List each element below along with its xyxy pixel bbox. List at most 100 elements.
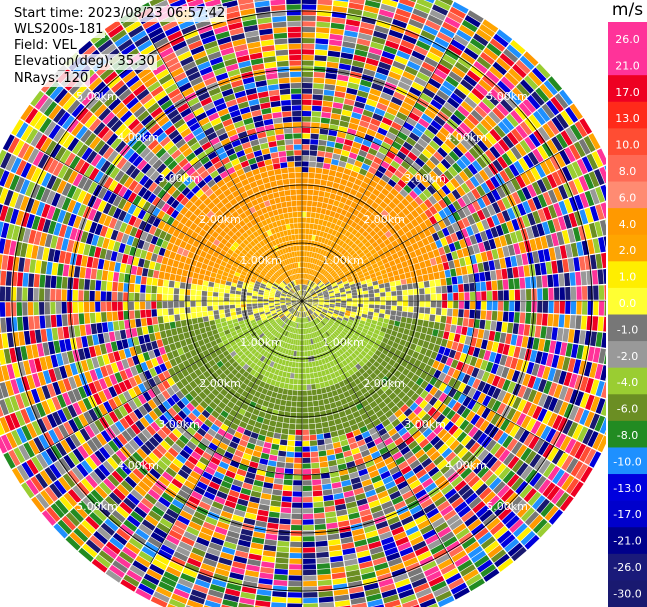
velocity-gate — [349, 0, 365, 5]
velocity-gate — [332, 577, 347, 585]
velocity-gate — [362, 328, 369, 334]
velocity-gate — [604, 431, 606, 435]
velocity-gate — [350, 170, 359, 178]
velocity-gate — [542, 191, 553, 206]
velocity-gate — [341, 242, 348, 249]
velocity-gate — [363, 325, 370, 331]
velocity-gate — [592, 347, 601, 363]
velocity-gate — [442, 80, 456, 92]
velocity-gate — [563, 403, 574, 419]
velocity-gate — [303, 536, 315, 542]
velocity-gate — [424, 259, 432, 268]
velocity-gate — [276, 461, 285, 468]
velocity-gate — [537, 379, 547, 393]
velocity-gate — [323, 398, 330, 405]
velocity-gate — [417, 275, 424, 283]
velocity-gate — [480, 359, 489, 371]
velocity-gate — [302, 32, 315, 38]
velocity-gate — [315, 265, 320, 271]
velocity-gate — [341, 330, 347, 336]
velocity-gate — [312, 246, 317, 253]
velocity-gate — [315, 247, 319, 253]
velocity-gate — [583, 173, 595, 190]
velocity-gate — [317, 151, 325, 157]
velocity-gate — [338, 325, 344, 331]
velocity-gate — [321, 277, 327, 283]
velocity-gate — [373, 312, 379, 317]
velocity-gate — [433, 151, 444, 162]
velocity-gate — [329, 295, 335, 298]
velocity-gate — [307, 390, 312, 396]
velocity-gate — [486, 340, 494, 351]
velocity-gate — [389, 260, 396, 267]
velocity-gate — [287, 592, 302, 598]
velocity-gate — [327, 175, 335, 182]
velocity-gate — [321, 262, 326, 268]
velocity-gate — [302, 110, 312, 117]
velocity-gate — [440, 106, 453, 118]
velocity-gate — [287, 366, 292, 373]
velocity-gate — [324, 84, 336, 91]
velocity-gate — [302, 446, 310, 452]
velocity-gate — [310, 282, 314, 287]
velocity-gate — [452, 369, 461, 379]
velocity-gate — [359, 27, 374, 36]
velocity-gate — [532, 405, 543, 420]
velocity-gate — [302, 296, 304, 301]
velocity-gate — [478, 79, 493, 92]
velocity-gate — [447, 203, 457, 214]
velocity-gate — [489, 66, 504, 80]
velocity-gate — [595, 380, 605, 397]
velocity-gate — [277, 540, 290, 547]
velocity-gate — [415, 386, 424, 396]
velocity-gate — [407, 151, 418, 162]
velocity-gate — [314, 286, 319, 291]
velocity-gate — [396, 50, 411, 60]
velocity-gate — [463, 283, 470, 292]
velocity-gate — [411, 50, 426, 61]
velocity-gate — [386, 301, 392, 306]
velocity-gate — [489, 38, 506, 52]
velocity-gate — [452, 1, 469, 14]
velocity-gate — [381, 0, 398, 8]
velocity-gate — [281, 394, 288, 401]
velocity-gate — [310, 257, 314, 263]
velocity-gate — [538, 393, 548, 407]
velocity-gate — [328, 308, 334, 312]
velocity-gate — [426, 235, 435, 244]
velocity-gate — [414, 157, 425, 168]
velocity-gate — [435, 239, 443, 249]
velocity-gate — [303, 334, 306, 340]
velocity-gate — [440, 237, 448, 247]
velocity-gate — [537, 208, 547, 222]
velocity-gate — [287, 603, 302, 607]
velocity-gate — [313, 301, 319, 303]
velocity-gate — [506, 407, 517, 421]
velocity-gate — [323, 280, 329, 285]
velocity-gate — [498, 139, 510, 152]
velocity-gate — [516, 413, 527, 426]
velocity-gate — [302, 127, 311, 133]
velocity-gate — [302, 245, 305, 251]
velocity-gate — [381, 174, 391, 183]
velocity-gate — [338, 410, 346, 418]
velocity-gate — [582, 428, 594, 445]
velocity-gate — [432, 329, 439, 337]
velocity-gate — [302, 172, 309, 178]
velocity-gate — [328, 420, 336, 427]
velocity-gate — [294, 446, 302, 452]
velocity-gate — [324, 298, 330, 300]
velocity-gate — [503, 452, 515, 466]
velocity-gate — [345, 24, 359, 32]
velocity-gate — [323, 292, 329, 296]
velocity-gate — [371, 82, 384, 92]
velocity-gate — [418, 313, 425, 320]
velocity-gate — [303, 262, 306, 268]
velocity-gate — [378, 313, 385, 318]
velocity-gate — [445, 436, 456, 447]
velocity-gate — [466, 70, 481, 83]
velocity-gate — [322, 489, 333, 496]
velocity-gate — [348, 2, 364, 11]
velocity-gate — [564, 314, 571, 328]
velocity-gate — [310, 128, 320, 134]
